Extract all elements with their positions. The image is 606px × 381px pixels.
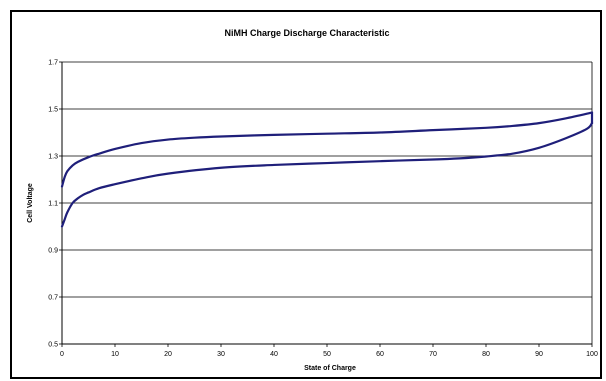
x-tick-label: 50 [323,351,331,358]
x-tick-label: 10 [111,351,119,358]
x-tick-label: 30 [217,351,225,358]
y-tick-label: 0.5 [48,342,58,349]
y-tick-label: 0.7 [48,295,58,302]
x-tick-label: 70 [429,351,437,358]
y-tick-label: 0.9 [48,248,58,255]
chart-title: NiMH Charge Discharge Characteristic [224,28,389,38]
x-tick-label: 100 [586,351,598,358]
y-tick-label: 1.1 [48,201,58,208]
y-tick-label: 1.5 [48,107,58,114]
series-lines [60,111,594,228]
y-tick-labels: 0.5 0.7 0.9 1.1 1.3 1.5 1.7 [48,60,58,349]
y-tick-label: 1.7 [48,60,58,67]
x-axis-title: State of Charge [304,365,356,372]
x-tick-labels: 0 10 20 30 40 50 60 70 80 90 100 [60,351,598,358]
chart-svg: NiMH Charge Discharge Characteristic 0.5… [27,28,598,372]
x-tick-label: 80 [482,351,490,358]
y-tick-label: 1.3 [48,154,58,161]
x-tick-label: 20 [164,351,172,358]
x-tick-label: 40 [270,351,278,358]
x-tick-label: 90 [535,351,543,358]
axes [59,61,593,347]
series-line-lower [60,122,594,228]
x-tick-label: 60 [376,351,384,358]
grid-lines [62,61,592,298]
y-axis-title: Cell Voltage [27,183,34,223]
x-tick-label: 0 [60,351,64,358]
series-line-upper [60,111,594,188]
chart-frame: NiMH Charge Discharge Characteristic 0.5… [10,10,602,379]
